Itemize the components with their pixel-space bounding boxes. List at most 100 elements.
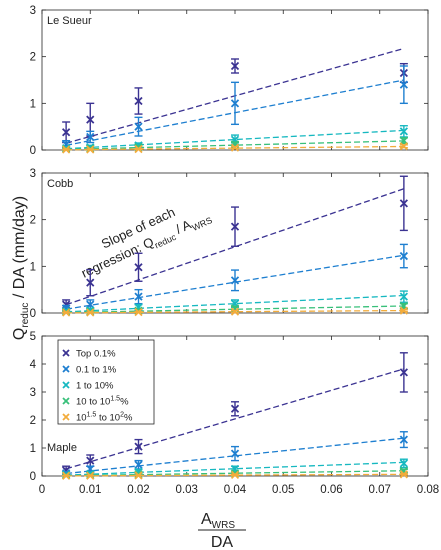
- legend-label: 10 to 101.5%: [76, 396, 129, 408]
- x-tick-label: 0.01: [79, 484, 101, 496]
- legend-marker: [62, 381, 70, 389]
- legend-label: Top 0.1%: [76, 349, 116, 360]
- panel-title: Cobb: [47, 178, 73, 190]
- data-point: [134, 442, 143, 451]
- data-point: [86, 471, 95, 480]
- data-point: [230, 307, 240, 316]
- legend-marker: [62, 349, 70, 357]
- panel-title: Le Sueur: [47, 15, 92, 27]
- data-point: [134, 307, 143, 317]
- data-point: [230, 449, 240, 458]
- legend-marker: [62, 413, 70, 421]
- fit-line: [65, 188, 405, 306]
- x-tick-label: 0.02: [127, 484, 149, 496]
- legend-label: 101.5 to 102%: [76, 412, 133, 424]
- fit-line: [66, 473, 404, 477]
- y-tick-label: 0: [30, 145, 36, 157]
- legend: Top 0.1% 0.1 to 1% 1 to 10% 10 to 101.5% 101…: [57, 339, 155, 425]
- data-point: [230, 470, 240, 480]
- y-tick-label: 0: [30, 471, 36, 483]
- legend-marker: [62, 397, 70, 405]
- x-tick-label: 0: [39, 484, 45, 496]
- x-tick-label: 0.05: [272, 484, 294, 496]
- panel-title: Maple: [47, 442, 77, 454]
- data-point: [61, 145, 71, 154]
- x-tick-label: 0.07: [369, 484, 391, 496]
- x-tick-label: 0.03: [176, 484, 198, 496]
- data-point: [230, 99, 240, 108]
- data-point: [399, 127, 409, 136]
- x-axis-label: AWRS DA: [198, 511, 246, 550]
- x-tick-label: 0.04: [224, 484, 247, 496]
- data-point: [230, 276, 240, 285]
- y-tick-label: 1: [30, 98, 36, 110]
- data-point: [86, 278, 95, 287]
- data-point: [134, 263, 143, 272]
- x-tick-label: 0.06: [320, 484, 342, 496]
- data-point: [399, 368, 409, 377]
- y-axis-label: Qreduc / DA (mm/day): [11, 196, 31, 340]
- data-point: [399, 251, 409, 261]
- data-point: [61, 128, 71, 137]
- y-tick-label: 2: [30, 215, 36, 227]
- y-tick-label: 3: [30, 5, 36, 17]
- data-point: [86, 132, 95, 142]
- x-axis-label-den: DA: [211, 534, 234, 550]
- data-point: [399, 142, 409, 151]
- data-point: [86, 115, 95, 124]
- y-axis-label-sub: reduc: [20, 303, 31, 328]
- fit-line: [66, 305, 404, 314]
- data-point: [134, 292, 143, 301]
- data-point: [86, 145, 95, 154]
- panel-0: 0 1 2 3 Le Sueur: [30, 5, 429, 157]
- fit-line: [66, 140, 404, 151]
- data-point: [399, 459, 409, 468]
- y-tick-label: 1: [30, 443, 36, 455]
- legend-marker: [62, 365, 70, 373]
- fit-line: [66, 129, 404, 150]
- y-tick-label: 3: [30, 387, 36, 399]
- data-point: [61, 308, 71, 317]
- fit-line: [66, 470, 404, 477]
- panel-1: 0 1 2 3 Cobb: [30, 168, 429, 320]
- x-tick-label: 0.08: [417, 484, 439, 496]
- data-point: [399, 80, 409, 89]
- x-axis-label-num-sub: WRS: [212, 520, 236, 531]
- data-point: [230, 61, 240, 71]
- data-point: [230, 143, 240, 152]
- data-point: [61, 471, 71, 480]
- fit-line: [66, 461, 404, 476]
- y-tick-label: 2: [30, 52, 36, 64]
- y-tick-label: 2: [30, 415, 36, 427]
- y-axis-label-tail: / DA (mm/day): [11, 196, 28, 303]
- legend-label: 0.1 to 1%: [76, 365, 117, 376]
- fit-line: [66, 294, 404, 313]
- data-point: [86, 308, 95, 317]
- y-tick-label: 5: [30, 331, 36, 343]
- y-tick-label: 0: [30, 308, 36, 320]
- data-point: [230, 222, 240, 231]
- fit-line: [66, 309, 404, 314]
- y-tick-label: 4: [30, 359, 37, 371]
- data-point: [399, 292, 409, 301]
- fit-line: [65, 368, 405, 470]
- legend-label: 1 to 10%: [76, 381, 114, 392]
- data-point: [134, 471, 143, 480]
- data-point: [134, 460, 143, 469]
- fit-line: [66, 145, 404, 151]
- y-tick-label: 1: [30, 261, 36, 273]
- data-point: [399, 199, 409, 208]
- data-point: [230, 404, 240, 413]
- data-point: [134, 122, 143, 131]
- x-axis-label-num: A: [201, 511, 212, 528]
- data-point: [399, 435, 409, 444]
- data-point: [399, 470, 409, 479]
- data-point: [134, 144, 143, 154]
- data-point: [399, 306, 409, 315]
- data-point: [86, 456, 95, 465]
- panel-2: 0 1 2 3 4 5 0 0.01 0.02 0.03 0.04 0.05 0.06 0.07 0.08 M…: [30, 331, 440, 496]
- data-point: [134, 96, 143, 106]
- y-axis-label-main: Q: [11, 328, 28, 340]
